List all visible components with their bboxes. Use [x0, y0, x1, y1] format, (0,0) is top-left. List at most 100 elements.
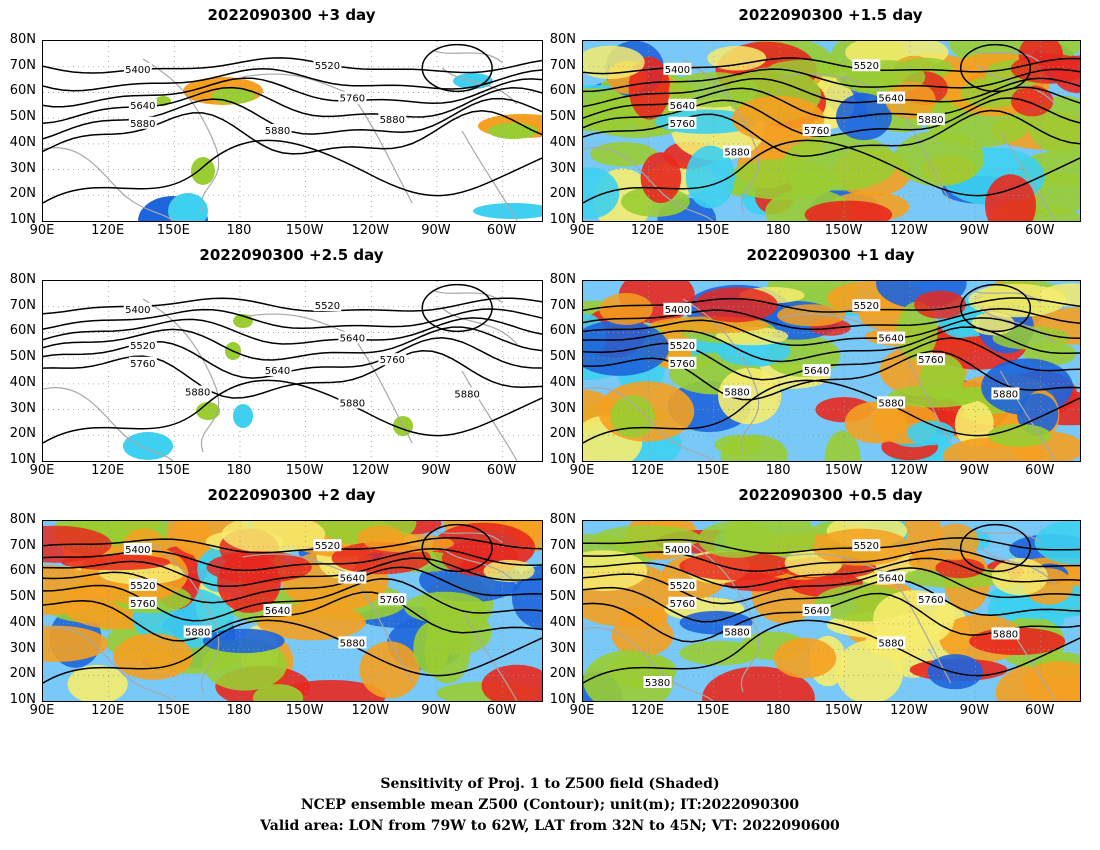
map-plot-area: 5400 5520 5640 5760 5880 5880 5880 — [42, 40, 543, 222]
panel-title: 2022090300 +2 day — [207, 486, 376, 504]
shaded-sensitivity — [138, 73, 542, 221]
contour-label-bg — [263, 604, 292, 616]
lat-tick-label: 20N — [9, 426, 36, 442]
shade-blob — [992, 326, 1070, 350]
lon-tick-label: 90E — [29, 223, 55, 238]
lat-tick-label: 40N — [549, 614, 576, 630]
contour-line — [43, 591, 542, 642]
contour-label-bg — [668, 338, 697, 351]
contour-label-bg — [123, 302, 152, 315]
lat-tick-label: 40N — [9, 134, 36, 150]
contour-label: 5640 — [130, 101, 155, 112]
lon-tick-label: 90W — [421, 463, 451, 478]
shade-blob — [804, 200, 893, 221]
map-plot-area: 5400 5520 5520 5640 5640 5760 5760 5880 5880 — [42, 520, 543, 702]
contour-line — [583, 139, 1080, 204]
contour-label-bg — [668, 98, 697, 111]
contour-label-bg — [263, 364, 292, 376]
contour-line — [583, 317, 1080, 346]
contour-label: 5880 — [265, 126, 290, 137]
lat-tick-label: 20N — [549, 426, 576, 442]
contour-label-bg — [916, 113, 945, 126]
lat-tick-label: 80N — [549, 32, 576, 47]
coastlines — [43, 529, 518, 701]
lat-tick-label: 30N — [549, 640, 576, 656]
lat-tick-label: 70N — [549, 57, 576, 73]
contour-label: 5640 — [804, 606, 829, 617]
contour-label-bg — [378, 353, 407, 366]
contour-label-bg — [916, 353, 945, 366]
lon-tick-label: 120E — [91, 223, 125, 238]
lat-tick-label: 70N — [9, 57, 36, 73]
contour-label-bg — [852, 299, 881, 312]
contour-label-bg — [313, 539, 342, 552]
caption-line-3: Valid area: LON from 79W to 62W, LAT fro… — [260, 818, 840, 834]
lon-tick-label: 60W — [1025, 223, 1055, 238]
coastlines — [43, 289, 518, 461]
contour-label: 5400 — [665, 305, 690, 316]
contour-line — [43, 379, 542, 444]
lon-tick-label: 60W — [486, 463, 517, 478]
shade-blob — [221, 521, 326, 554]
lat-tick-label: 70N — [9, 537, 36, 553]
shade-blob — [168, 193, 208, 221]
lon-tick-label: 150E — [156, 223, 190, 238]
shaded-sensitivity — [583, 281, 1080, 461]
map-plot-area: 5400 5520 5640 5640 5760 5760 5880 5880 — [582, 40, 1081, 222]
contour-label-bg — [916, 593, 945, 606]
contour-label: 5880 — [918, 115, 943, 126]
contour-line — [421, 283, 493, 333]
shade-blob — [777, 304, 846, 327]
contour-line — [583, 350, 1080, 401]
shade-blob — [985, 174, 1036, 221]
lon-tick-label: 90E — [29, 703, 55, 718]
contour-labels: 5400 5520 5520 5640 5640 5760 5760 5880 5880 5880 — [123, 299, 482, 409]
contour-labels: 5400 5520 5520 5640 5640 5760 5760 5880 5880 5880… — [643, 539, 1020, 689]
lat-tick-label: 80N — [549, 512, 576, 527]
contour-label-bg — [723, 625, 752, 638]
contour-line — [421, 523, 493, 573]
lat-tick-label: 20N — [9, 666, 36, 682]
gridlines — [43, 41, 542, 221]
panel-title: 2022090300 +1 day — [746, 246, 915, 264]
contour-line — [959, 43, 1032, 93]
shade-blob — [935, 558, 985, 579]
contour-line — [959, 523, 1032, 573]
lon-tick-label: 180 — [226, 223, 252, 238]
lat-tick-label: 60N — [549, 323, 576, 339]
coastlines — [43, 49, 518, 221]
map-plot-area: 5400 5520 5520 5640 5640 5760 5760 5880 5880 5880 — [42, 280, 543, 462]
lat-tick-label: 50N — [549, 109, 576, 125]
contour-label-bg — [123, 542, 152, 555]
panel-title: 2022090300 +1.5 day — [738, 6, 923, 24]
shade-blob — [698, 521, 774, 558]
contour-label-bg — [338, 331, 367, 344]
contour-line — [583, 307, 1080, 331]
shade-blob — [253, 684, 304, 701]
contour-line — [583, 379, 1080, 444]
shade-blob — [920, 354, 965, 400]
lon-tick-label: 120W — [351, 703, 390, 718]
lat-tick-label: 50N — [9, 589, 36, 605]
lat-tick-label: 50N — [549, 589, 576, 605]
contour-label: 5880 — [878, 398, 903, 409]
lon-tick-label: 150W — [285, 703, 324, 718]
shade-blob — [732, 95, 825, 142]
shade-blob — [1040, 283, 1080, 307]
lon-tick-label: 150W — [824, 463, 863, 478]
lon-tick-label: 120W — [351, 223, 390, 238]
shade-blob — [824, 430, 861, 461]
contour-line — [43, 317, 542, 345]
lon-tick-label: 150W — [824, 703, 863, 718]
z500-contours — [43, 523, 542, 684]
contour-label: 5880 — [724, 388, 749, 399]
shade-blob — [583, 45, 645, 79]
shade-blob — [43, 625, 109, 662]
coastlines — [583, 529, 1056, 701]
contour-label: 5880 — [724, 148, 749, 159]
lon-tick-label: 180 — [765, 703, 791, 718]
lon-tick-label: 150W — [824, 223, 863, 238]
contour-label-bg — [338, 636, 367, 649]
shade-blob — [611, 614, 674, 657]
contour-label: 5640 — [878, 334, 903, 345]
